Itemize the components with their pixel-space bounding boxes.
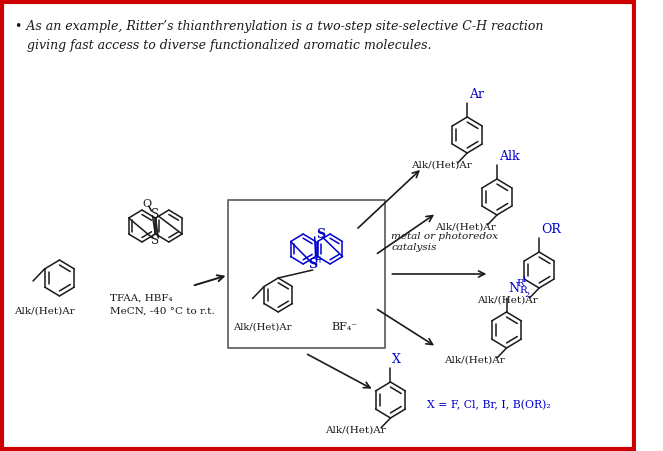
- Text: OR: OR: [541, 223, 561, 236]
- Text: R: R: [516, 279, 524, 288]
- Text: Ar: Ar: [469, 88, 484, 101]
- Text: Alk/(Het)Ar: Alk/(Het)Ar: [412, 161, 472, 170]
- Text: Alk/(Het)Ar: Alk/(Het)Ar: [326, 425, 386, 434]
- Text: Alk/(Het)Ar: Alk/(Het)Ar: [444, 355, 505, 364]
- Text: S: S: [308, 258, 318, 272]
- Text: +: +: [316, 255, 324, 265]
- Text: S: S: [316, 229, 325, 241]
- Text: X: X: [392, 353, 401, 366]
- Text: Alk/(Het)Ar: Alk/(Het)Ar: [15, 307, 75, 316]
- Text: 2: 2: [525, 291, 530, 299]
- Text: R: R: [519, 286, 527, 295]
- Text: metal or photoredox
catalysis: metal or photoredox catalysis: [391, 232, 499, 252]
- Text: Alk/(Het)Ar: Alk/(Het)Ar: [434, 222, 495, 231]
- Text: Alk: Alk: [499, 150, 520, 163]
- Text: O: O: [143, 199, 151, 209]
- Text: S: S: [151, 234, 160, 247]
- Text: Alk/(Het)Ar: Alk/(Het)Ar: [233, 322, 292, 331]
- Text: • As an example, Ritter’s thianthrenylation is a two-step site-selective C-H rea: • As an example, Ritter’s thianthrenylat…: [15, 20, 544, 52]
- Bar: [228, 200, 385, 348]
- Text: N: N: [509, 282, 519, 295]
- Text: 1: 1: [522, 276, 527, 284]
- Text: MeCN, -40 °C to r.t.: MeCN, -40 °C to r.t.: [110, 307, 215, 316]
- Text: Alk/(Het)Ar: Alk/(Het)Ar: [477, 295, 538, 304]
- Text: TFAA, HBF₄: TFAA, HBF₄: [110, 294, 173, 303]
- Text: S: S: [151, 207, 160, 221]
- Text: BF₄⁻: BF₄⁻: [331, 322, 357, 332]
- Text: X = F, Cl, Br, I, B(OR)₂: X = F, Cl, Br, I, B(OR)₂: [427, 400, 551, 410]
